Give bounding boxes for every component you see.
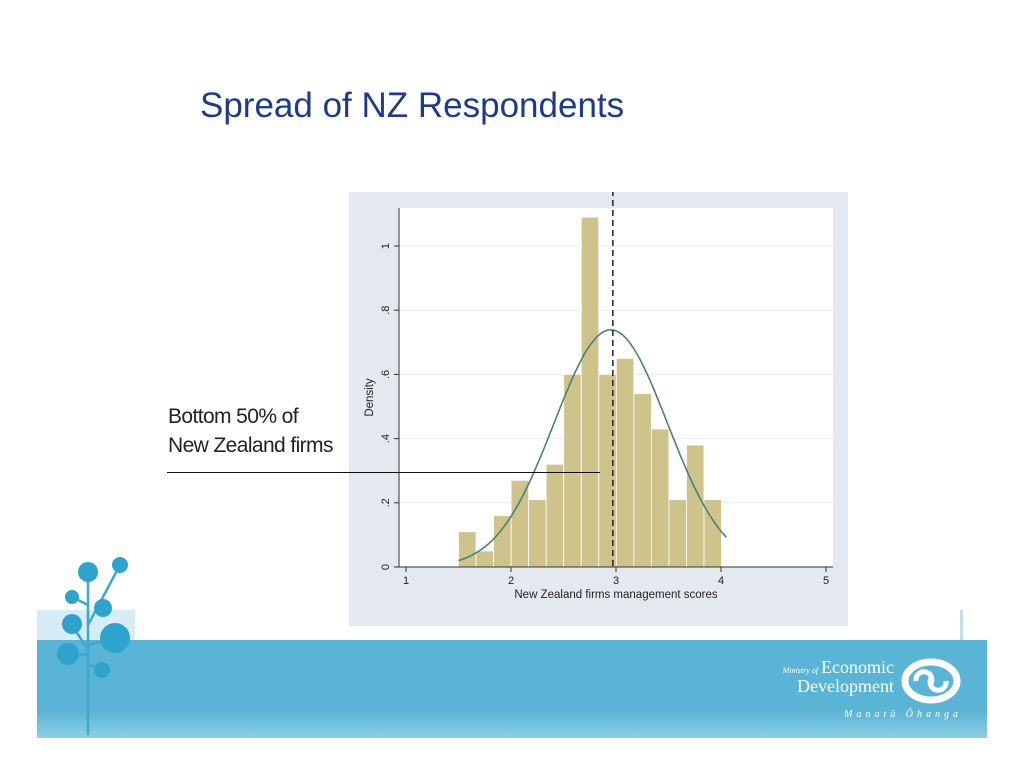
tree-icon bbox=[57, 557, 130, 735]
histogram-bar bbox=[615, 357, 635, 568]
normal-density-curve bbox=[458, 329, 727, 562]
histogram-bar bbox=[493, 515, 512, 568]
logo-maori: Manatū Ōhanga bbox=[844, 709, 962, 720]
x-tick-label: 5 bbox=[823, 575, 829, 587]
histogram-bar bbox=[633, 393, 652, 568]
histogram-bar bbox=[580, 216, 600, 568]
histogram-bar bbox=[686, 444, 705, 568]
annotation-line-2: New Zealand firms bbox=[168, 434, 333, 457]
histogram-bar bbox=[668, 499, 687, 568]
histogram-chart: 0 .2 .4 .6 .8 1 1 2 3 4 5 New Zealand firms managem… bbox=[364, 192, 833, 601]
ministry-logo: Ministry of Economic Development Manatū Ō… bbox=[755, 655, 970, 725]
y-tick-label: 1 bbox=[380, 243, 392, 249]
y-axis-label: Density bbox=[364, 378, 376, 417]
annotation-pointer-line bbox=[167, 472, 600, 473]
y-tick-label: .4 bbox=[380, 434, 392, 443]
histogram-bar bbox=[545, 463, 565, 568]
footer-edge bbox=[960, 610, 963, 640]
y-tick-label: .2 bbox=[380, 498, 392, 507]
footer-band bbox=[37, 640, 987, 738]
histogram-bar bbox=[458, 531, 477, 568]
annotation-line-1: Bottom 50% of bbox=[168, 405, 299, 428]
logo-development: Development bbox=[797, 676, 894, 696]
y-tick-label: .6 bbox=[380, 370, 392, 379]
koru-icon bbox=[901, 658, 961, 704]
y-tick-label: .8 bbox=[380, 306, 392, 315]
y-tick-label: 0 bbox=[380, 564, 392, 570]
slide-title: Spread of NZ Respondents bbox=[200, 86, 625, 125]
x-tick-label: 1 bbox=[403, 575, 409, 587]
logo-economic: Economic bbox=[821, 657, 894, 677]
histogram-bar bbox=[598, 373, 617, 568]
x-axis-label: New Zealand firms management scores bbox=[514, 589, 717, 601]
x-tick-label: 2 bbox=[508, 575, 514, 587]
histogram-bar bbox=[510, 479, 530, 568]
histogram-bar bbox=[563, 373, 582, 568]
histogram-bar bbox=[650, 428, 670, 568]
x-tick-label: 3 bbox=[613, 575, 619, 587]
histogram-bar bbox=[475, 550, 494, 568]
x-tick-label: 4 bbox=[718, 575, 724, 587]
logo-ministry-of: Ministry of bbox=[782, 666, 819, 675]
histogram-bar bbox=[528, 499, 547, 568]
annotation-bottom-50: Bottom 50% of New Zealand firms bbox=[168, 402, 368, 460]
chart-panel: 0 .2 .4 .6 .8 1 1 2 3 4 5 New Zealand firms managem… bbox=[349, 192, 848, 626]
